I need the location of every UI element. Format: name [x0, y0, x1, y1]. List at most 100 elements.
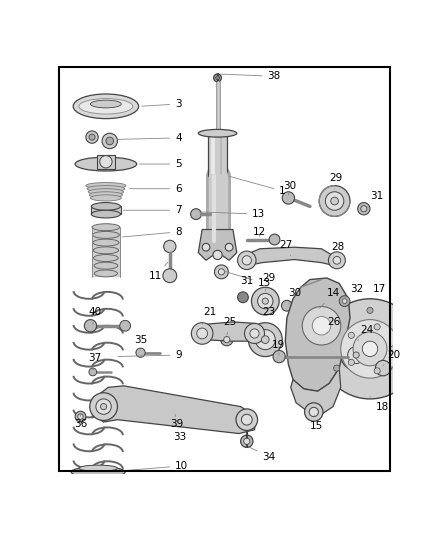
Ellipse shape: [89, 192, 123, 198]
Bar: [212, 135, 215, 174]
Circle shape: [90, 393, 117, 421]
Ellipse shape: [86, 182, 126, 189]
Circle shape: [348, 359, 354, 366]
Text: 17: 17: [372, 284, 386, 299]
Circle shape: [258, 294, 273, 309]
Text: 27: 27: [279, 240, 293, 256]
Circle shape: [269, 234, 280, 245]
Text: 31: 31: [240, 276, 254, 292]
Text: 29: 29: [329, 173, 343, 189]
Circle shape: [236, 409, 258, 431]
Circle shape: [106, 137, 113, 145]
Text: 34: 34: [249, 447, 276, 462]
Text: 11: 11: [149, 262, 168, 281]
Ellipse shape: [87, 185, 125, 192]
Circle shape: [353, 332, 387, 366]
Bar: [97, 155, 115, 168]
Polygon shape: [291, 368, 341, 414]
Circle shape: [224, 336, 230, 343]
Text: 18: 18: [370, 397, 389, 411]
Text: 35: 35: [134, 335, 148, 350]
Text: 21: 21: [202, 307, 217, 324]
Text: 26: 26: [327, 317, 340, 333]
Circle shape: [348, 332, 354, 338]
Circle shape: [320, 299, 420, 399]
Circle shape: [334, 365, 340, 371]
Circle shape: [242, 256, 251, 265]
Text: 19: 19: [272, 340, 285, 355]
Ellipse shape: [73, 94, 138, 119]
Circle shape: [353, 352, 359, 358]
Circle shape: [100, 403, 107, 410]
Circle shape: [282, 192, 294, 204]
Polygon shape: [92, 386, 256, 433]
Text: 6: 6: [130, 184, 182, 193]
Circle shape: [333, 256, 341, 264]
Text: 38: 38: [220, 71, 281, 81]
Polygon shape: [285, 278, 350, 391]
Text: 15: 15: [310, 415, 323, 431]
Circle shape: [86, 131, 98, 143]
Circle shape: [120, 320, 131, 331]
Bar: [92, 227, 120, 277]
Text: 32: 32: [345, 284, 363, 297]
Text: 30: 30: [288, 288, 301, 304]
Circle shape: [255, 329, 276, 350]
Circle shape: [237, 251, 256, 270]
Circle shape: [237, 292, 248, 303]
Ellipse shape: [71, 467, 125, 478]
Ellipse shape: [93, 239, 119, 246]
Text: 3: 3: [142, 99, 182, 109]
Circle shape: [390, 346, 396, 352]
Circle shape: [202, 244, 210, 251]
Ellipse shape: [198, 130, 237, 137]
Circle shape: [309, 407, 318, 417]
Circle shape: [244, 324, 265, 343]
Ellipse shape: [92, 224, 120, 231]
Circle shape: [312, 317, 331, 335]
Circle shape: [251, 287, 279, 315]
Ellipse shape: [91, 203, 120, 210]
Text: 31: 31: [367, 191, 383, 207]
Circle shape: [362, 341, 378, 357]
Circle shape: [218, 269, 225, 275]
Circle shape: [374, 324, 380, 330]
Ellipse shape: [88, 189, 124, 195]
Bar: [220, 135, 222, 174]
Text: 28: 28: [329, 242, 345, 258]
Polygon shape: [198, 230, 237, 260]
Circle shape: [358, 203, 370, 215]
Text: 13: 13: [199, 209, 265, 219]
Circle shape: [100, 156, 112, 168]
Ellipse shape: [93, 247, 119, 254]
Circle shape: [75, 411, 86, 422]
Circle shape: [96, 399, 111, 414]
Circle shape: [85, 320, 97, 332]
Text: 23: 23: [262, 307, 276, 323]
Circle shape: [341, 340, 371, 370]
Text: 40: 40: [88, 307, 101, 324]
Text: 30: 30: [283, 181, 296, 195]
Circle shape: [213, 251, 222, 260]
Circle shape: [367, 308, 373, 313]
Circle shape: [375, 360, 391, 376]
Circle shape: [304, 403, 323, 421]
Circle shape: [240, 435, 253, 447]
Ellipse shape: [92, 231, 120, 238]
Circle shape: [374, 368, 380, 374]
Text: 12: 12: [253, 227, 266, 237]
Text: 20: 20: [383, 350, 400, 366]
Text: 7: 7: [124, 205, 182, 215]
Text: 9: 9: [118, 350, 182, 360]
Circle shape: [262, 298, 268, 304]
Text: 29: 29: [262, 273, 276, 291]
Ellipse shape: [91, 100, 121, 108]
Circle shape: [225, 244, 233, 251]
Circle shape: [102, 133, 117, 149]
Circle shape: [191, 209, 201, 220]
Ellipse shape: [94, 255, 118, 262]
Circle shape: [319, 185, 350, 216]
Text: 36: 36: [74, 414, 88, 429]
Circle shape: [214, 74, 221, 82]
Circle shape: [215, 76, 219, 80]
